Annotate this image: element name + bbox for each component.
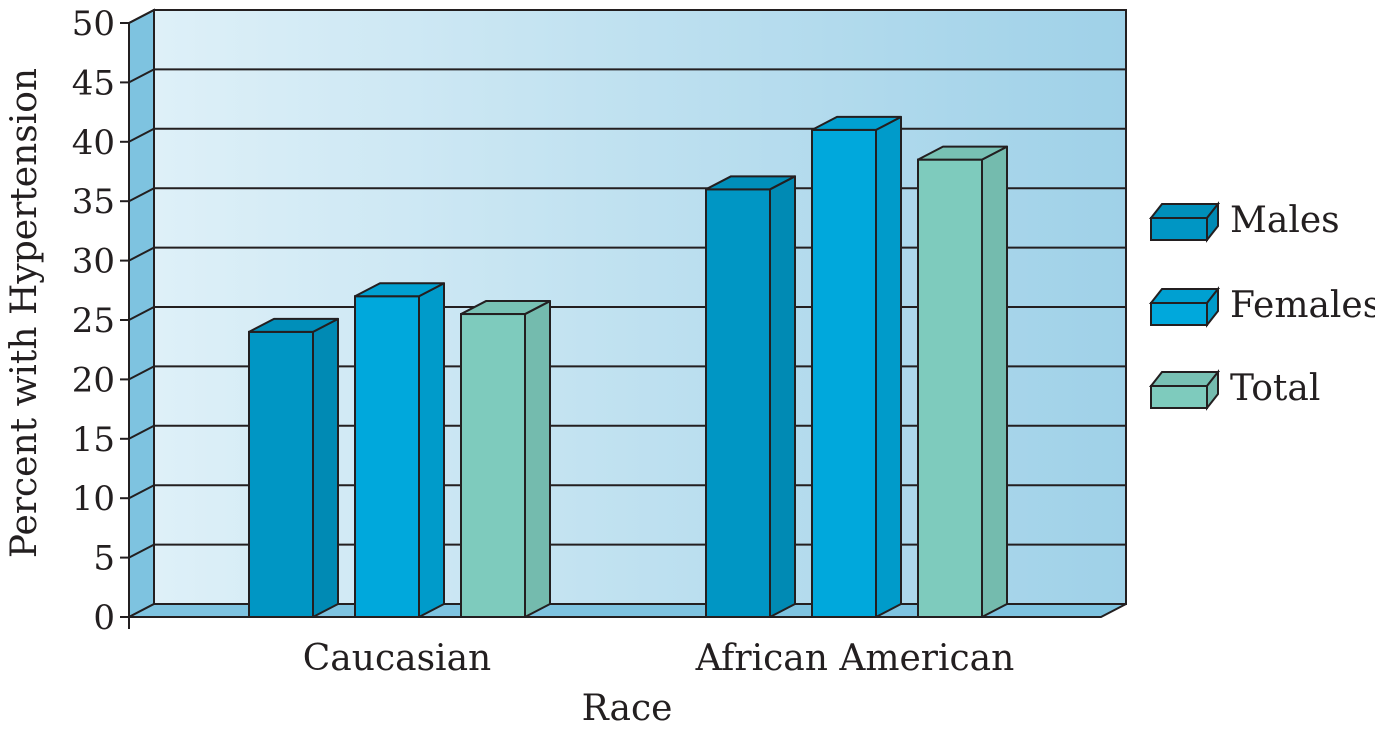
x-category-label: African American [695, 638, 1015, 679]
legend-label: Total [1230, 368, 1320, 409]
gridline [128, 365, 1126, 381]
bar-males-caucasian [248, 317, 339, 618]
y-tick-label: 40 [72, 123, 115, 163]
bar-total-caucasian [460, 300, 551, 618]
y-tick-label: 20 [72, 360, 115, 400]
y-tick-label: 25 [72, 301, 115, 341]
bar-side [875, 115, 902, 618]
legend-swatch-side [1206, 286, 1219, 328]
bar-side [418, 282, 445, 618]
bar-males-african-american [705, 175, 796, 618]
y-tick-label: 35 [72, 182, 115, 222]
gridline [128, 127, 1126, 143]
bar-top [917, 145, 1008, 161]
bar-front [460, 313, 526, 618]
legend-item-total: Total [1148, 368, 1320, 411]
gridline [128, 424, 1126, 440]
y-axis-title: Percent with Hypertension [4, 68, 45, 558]
bar-top [248, 317, 339, 333]
bar-top [811, 115, 902, 131]
bar-total-african-american [917, 145, 1008, 618]
gridline [128, 306, 1126, 321]
bar-front [248, 330, 314, 618]
bar-side [981, 145, 1008, 618]
gridline [128, 9, 1126, 24]
x-category-label: Caucasian [303, 638, 491, 679]
legend-swatch [1150, 217, 1208, 241]
legend-swatch [1150, 385, 1208, 409]
y-tick-label: 50 [72, 4, 115, 44]
bar-side [524, 300, 551, 618]
legend-swatch [1150, 302, 1208, 326]
legend-swatch-side [1206, 369, 1219, 411]
bar-side [312, 317, 339, 618]
bar-front [917, 158, 983, 618]
gridline [128, 484, 1126, 500]
bar-females-african-american [811, 115, 902, 618]
gridline [128, 246, 1126, 262]
gridline [128, 187, 1126, 203]
legend-item-males: Males [1148, 200, 1340, 243]
y-tick-label: 30 [72, 242, 115, 282]
y-tick-label: 10 [72, 479, 115, 519]
x-axis-title: Race [582, 688, 673, 729]
gridline [128, 543, 1126, 559]
y-tick-label: 0 [93, 598, 115, 638]
y-tick-label: 45 [72, 63, 115, 103]
gridline [128, 68, 1126, 84]
bar-front [705, 188, 771, 618]
bar-females-caucasian [354, 282, 445, 618]
legend-label: Females [1230, 285, 1375, 326]
y-tick-label: 5 [93, 539, 115, 579]
y-tick-label: 15 [72, 420, 115, 460]
legend-item-females: Females [1148, 285, 1375, 328]
bar-front [811, 128, 877, 618]
legend-swatch-side [1206, 201, 1219, 243]
bar-top [354, 282, 445, 298]
legend-label: Males [1230, 200, 1340, 241]
bar-top [460, 300, 551, 316]
bar-top [705, 175, 796, 191]
bar-front [354, 295, 420, 618]
bar-side [769, 175, 796, 618]
